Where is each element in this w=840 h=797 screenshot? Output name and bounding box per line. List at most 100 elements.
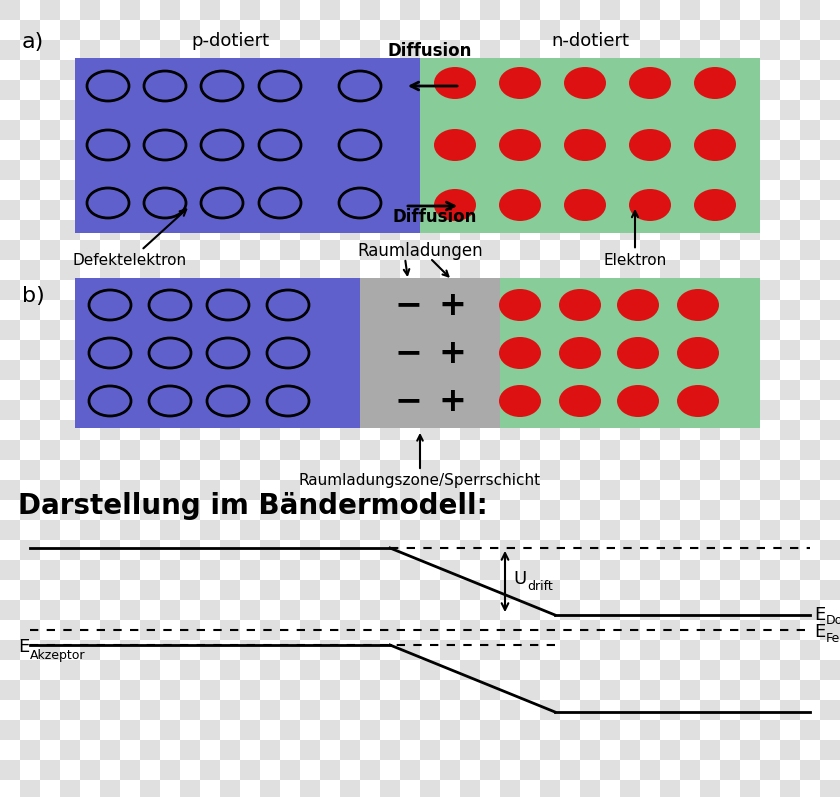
Bar [400, 200, 420, 220]
Bar [460, 760, 480, 780]
Bar [580, 700, 600, 720]
Bar [240, 180, 260, 200]
Bar [100, 580, 120, 600]
Bar [620, 540, 640, 560]
Bar [40, 80, 60, 100]
Bar [500, 660, 520, 680]
Bar [640, 400, 660, 420]
Bar [0, 260, 20, 280]
Bar [660, 380, 680, 400]
Bar [400, 780, 420, 797]
Bar [760, 540, 780, 560]
Bar [800, 460, 820, 480]
Bar [820, 360, 840, 380]
Bar [720, 520, 740, 540]
Bar [740, 520, 760, 540]
Bar [260, 720, 280, 740]
Bar [60, 760, 80, 780]
Bar [640, 420, 660, 440]
Bar [420, 200, 440, 220]
Bar [680, 680, 700, 700]
Bar [300, 240, 320, 260]
Bar [820, 300, 840, 320]
Bar [60, 420, 80, 440]
Bar [440, 540, 460, 560]
Bar [640, 760, 660, 780]
Bar [480, 640, 500, 660]
Bar [80, 100, 100, 120]
Bar [340, 0, 360, 20]
Bar [220, 600, 240, 620]
Bar [80, 520, 100, 540]
Bar [280, 160, 300, 180]
Bar [640, 500, 660, 520]
Bar [820, 780, 840, 797]
Bar [120, 280, 140, 300]
Bar [60, 740, 80, 760]
Bar [380, 20, 400, 40]
Bar [440, 740, 460, 760]
Bar [740, 400, 760, 420]
Bar [440, 280, 460, 300]
Bar [820, 240, 840, 260]
Bar [820, 600, 840, 620]
Bar [20, 540, 40, 560]
Bar [360, 380, 380, 400]
Bar [540, 300, 560, 320]
Bar [200, 660, 220, 680]
Bar [780, 620, 800, 640]
Bar [120, 560, 140, 580]
Bar [800, 360, 820, 380]
Bar [300, 380, 320, 400]
Bar [600, 440, 620, 460]
Bar [300, 740, 320, 760]
Bar [600, 60, 620, 80]
Bar [20, 420, 40, 440]
Bar [200, 280, 220, 300]
Bar [120, 360, 140, 380]
Bar [740, 720, 760, 740]
Bar [160, 60, 180, 80]
Bar [680, 600, 700, 620]
Bar [160, 40, 180, 60]
Bar [680, 620, 700, 640]
Bar [240, 580, 260, 600]
Bar [180, 60, 200, 80]
Bar [160, 660, 180, 680]
Bar [560, 240, 580, 260]
Bar [360, 40, 380, 60]
Bar [680, 320, 700, 340]
Bar [580, 580, 600, 600]
Bar [20, 700, 40, 720]
Bar [660, 580, 680, 600]
Bar [140, 340, 160, 360]
Bar [500, 620, 520, 640]
Bar [680, 560, 700, 580]
Bar [260, 700, 280, 720]
Bar [280, 480, 300, 500]
Ellipse shape [499, 385, 541, 417]
Bar [540, 460, 560, 480]
Bar [440, 20, 460, 40]
Bar [240, 780, 260, 797]
Bar [520, 100, 540, 120]
Bar [720, 120, 740, 140]
Bar [80, 660, 100, 680]
Bar [120, 120, 140, 140]
Bar [340, 320, 360, 340]
Bar [540, 620, 560, 640]
Bar [20, 40, 40, 60]
Bar [560, 20, 580, 40]
Text: a): a) [22, 32, 45, 52]
Bar [120, 200, 140, 220]
Bar [520, 700, 540, 720]
Bar [120, 320, 140, 340]
Bar [780, 340, 800, 360]
Bar [680, 380, 700, 400]
Bar [400, 160, 420, 180]
Bar [560, 300, 580, 320]
Bar [460, 740, 480, 760]
Bar [780, 40, 800, 60]
Bar [300, 220, 320, 240]
Bar [180, 220, 200, 240]
